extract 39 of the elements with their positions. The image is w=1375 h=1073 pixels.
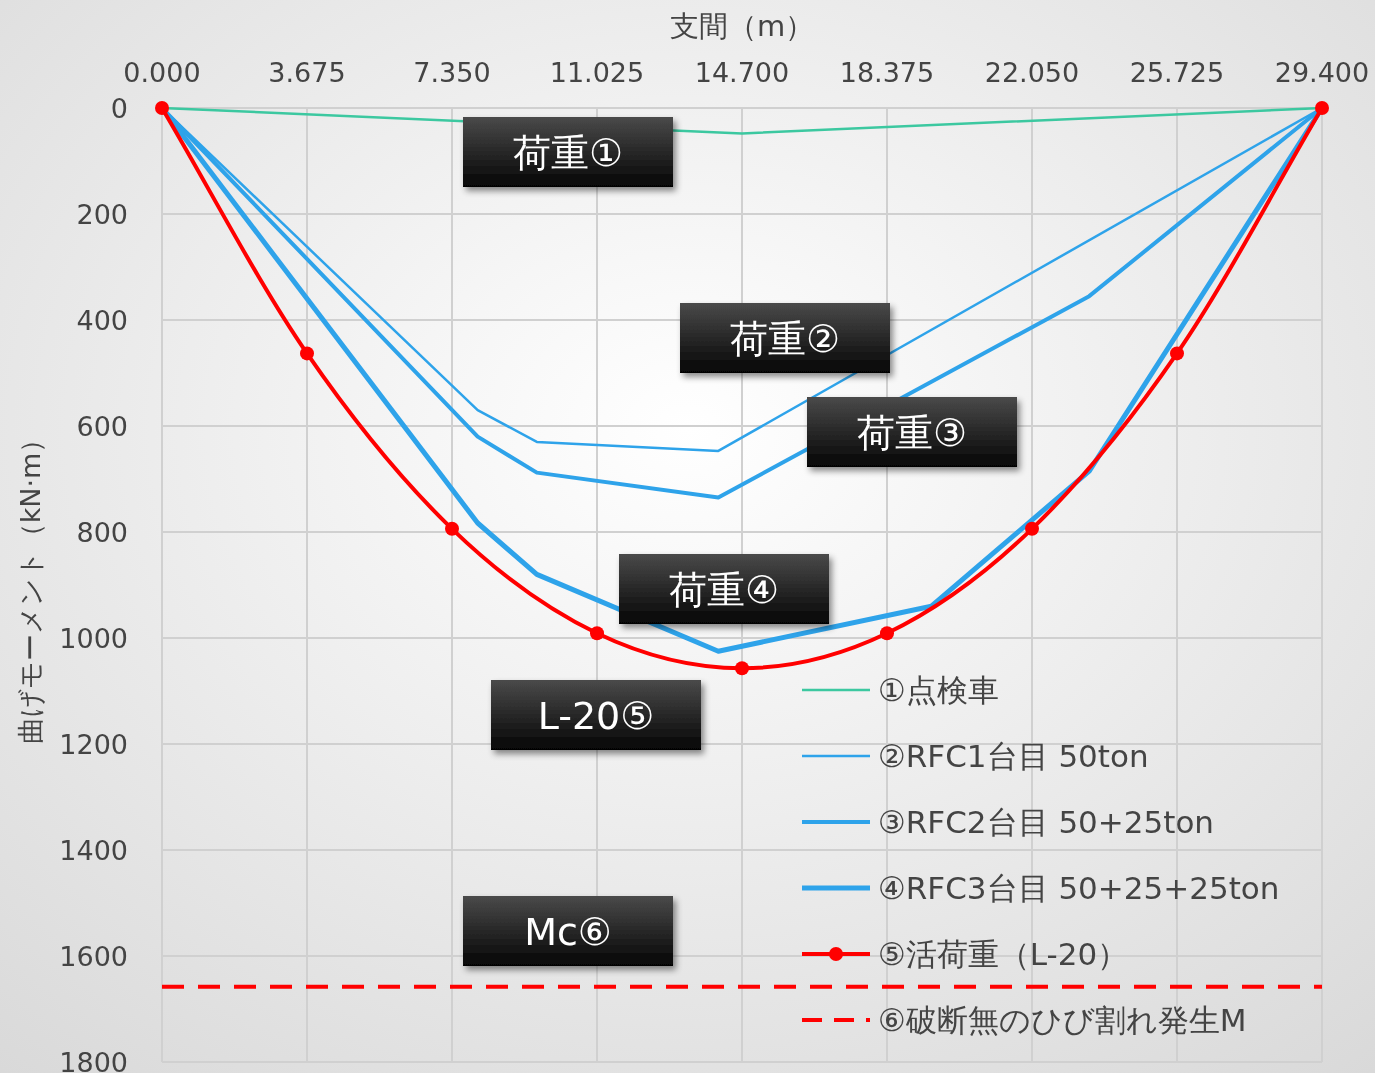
legend-label: ⑤活荷重（L-20） xyxy=(878,936,1129,972)
y-tick-label: 800 xyxy=(76,517,128,548)
y-tick-label: 1800 xyxy=(59,1047,128,1073)
y-tick-label: 0 xyxy=(110,93,128,124)
x-tick-label: 22.050 xyxy=(984,57,1080,88)
x-tick-label: 11.025 xyxy=(549,57,645,88)
annotation: 荷重④ xyxy=(668,568,780,612)
annotation: 荷重④ xyxy=(619,554,829,624)
x-tick-label: 7.350 xyxy=(413,57,491,88)
annotation: 荷重① xyxy=(512,131,624,175)
legend-label: ②RFC1台目 50ton xyxy=(878,738,1149,774)
annotation: Mc⑥ xyxy=(524,910,612,954)
y-tick-label: 1000 xyxy=(59,623,128,654)
y-tick-label: 400 xyxy=(76,305,128,336)
annotation: 荷重① xyxy=(463,117,673,187)
annotation: 荷重② xyxy=(680,303,890,373)
annotation: 荷重③ xyxy=(856,411,968,455)
x-axis-title: 支間（m） xyxy=(669,9,815,43)
x-tick-label: 0.000 xyxy=(123,57,201,88)
y-axis-title: 曲げモーメント（kN·m） xyxy=(15,425,46,745)
y-tick-label: 1400 xyxy=(59,835,128,866)
legend-label: ⑥破断無のひび割れ発生M xyxy=(878,1002,1247,1038)
y-tick-label: 600 xyxy=(76,411,128,442)
x-tick-label: 25.725 xyxy=(1129,57,1225,88)
x-tick-label: 29.400 xyxy=(1274,57,1370,88)
legend-label: ③RFC2台目 50+25ton xyxy=(878,804,1215,840)
x-tick-label: 18.375 xyxy=(839,57,935,88)
x-tick-label: 3.675 xyxy=(268,57,346,88)
annotation: 荷重② xyxy=(729,317,841,361)
legend-label: ④RFC3台目 50+25+25ton xyxy=(878,870,1280,906)
y-tick-label: 1600 xyxy=(59,941,128,972)
annotation: L-20⑤ xyxy=(537,694,655,738)
annotation: Mc⑥ xyxy=(463,896,673,966)
x-tick-label: 14.700 xyxy=(694,57,790,88)
legend-label: ①点検車 xyxy=(878,672,999,708)
y-tick-label: 1200 xyxy=(59,729,128,760)
annotation: 荷重③ xyxy=(807,397,1017,467)
y-tick-label: 200 xyxy=(76,199,128,230)
annotation: L-20⑤ xyxy=(491,680,701,750)
